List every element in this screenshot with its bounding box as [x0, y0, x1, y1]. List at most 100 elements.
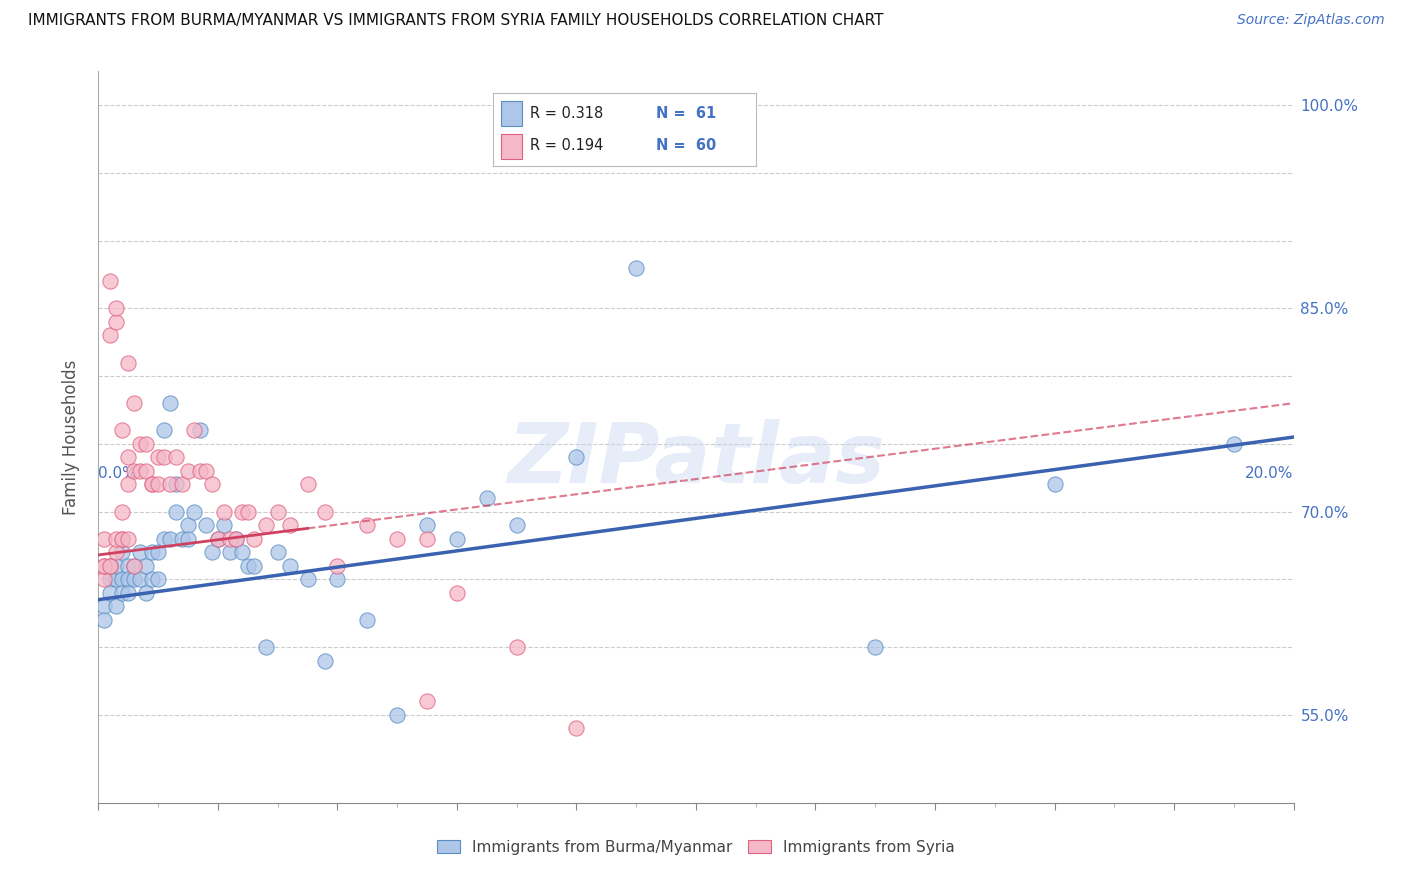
- Point: [446, 586, 468, 600]
- Point: [207, 532, 229, 546]
- Point: [141, 572, 163, 586]
- Point: [231, 545, 253, 559]
- Point: [135, 437, 157, 451]
- Text: Source: ZipAtlas.com: Source: ZipAtlas.com: [1237, 13, 1385, 28]
- Point: [135, 464, 157, 478]
- Point: [243, 532, 266, 546]
- Point: [111, 545, 134, 559]
- Point: [98, 558, 122, 573]
- Point: [111, 423, 134, 437]
- Point: [159, 532, 181, 546]
- Point: [565, 721, 588, 735]
- Point: [315, 505, 337, 519]
- Legend: Immigrants from Burma/Myanmar, Immigrants from Syria: Immigrants from Burma/Myanmar, Immigrant…: [432, 834, 960, 861]
- Point: [219, 545, 242, 559]
- Point: [153, 532, 176, 546]
- Point: [165, 477, 187, 491]
- Point: [159, 396, 181, 410]
- Point: [117, 586, 139, 600]
- Point: [297, 572, 319, 586]
- Point: [98, 328, 122, 343]
- Point: [124, 558, 146, 573]
- Point: [565, 450, 588, 465]
- Point: [148, 450, 170, 465]
- Point: [148, 572, 170, 586]
- Point: [105, 301, 128, 316]
- Point: [243, 558, 266, 573]
- Point: [219, 532, 242, 546]
- Point: [195, 464, 218, 478]
- Point: [98, 572, 122, 586]
- Point: [236, 558, 259, 573]
- Point: [177, 518, 200, 533]
- Point: [129, 572, 152, 586]
- Point: [212, 505, 235, 519]
- Point: [416, 532, 439, 546]
- Point: [385, 532, 409, 546]
- Point: [506, 518, 529, 533]
- Point: [135, 586, 157, 600]
- Point: [446, 532, 468, 546]
- Point: [148, 477, 170, 491]
- Point: [105, 599, 128, 614]
- Point: [129, 464, 152, 478]
- Point: [93, 599, 115, 614]
- Point: [207, 532, 229, 546]
- Point: [278, 518, 301, 533]
- Point: [111, 532, 134, 546]
- Y-axis label: Family Households: Family Households: [62, 359, 80, 515]
- Point: [129, 545, 152, 559]
- Point: [117, 572, 139, 586]
- Point: [297, 477, 319, 491]
- Point: [177, 532, 200, 546]
- Point: [1043, 477, 1066, 491]
- Point: [195, 518, 218, 533]
- Point: [148, 545, 170, 559]
- Point: [315, 654, 337, 668]
- Point: [475, 491, 498, 505]
- Point: [93, 572, 115, 586]
- Point: [141, 545, 163, 559]
- Point: [1223, 437, 1246, 451]
- Point: [188, 423, 211, 437]
- Point: [326, 572, 349, 586]
- Point: [254, 640, 277, 654]
- Text: IMMIGRANTS FROM BURMA/MYANMAR VS IMMIGRANTS FROM SYRIA FAMILY HOUSEHOLDS CORRELA: IMMIGRANTS FROM BURMA/MYANMAR VS IMMIGRA…: [28, 13, 883, 29]
- Point: [93, 558, 115, 573]
- Point: [111, 586, 134, 600]
- Point: [165, 505, 187, 519]
- Point: [117, 450, 139, 465]
- Point: [93, 613, 115, 627]
- Point: [172, 477, 194, 491]
- Point: [117, 477, 139, 491]
- Point: [159, 477, 181, 491]
- Point: [111, 532, 134, 546]
- Point: [416, 518, 439, 533]
- Point: [278, 558, 301, 573]
- Point: [124, 464, 146, 478]
- Point: [105, 558, 128, 573]
- Point: [98, 558, 122, 573]
- Point: [865, 640, 887, 654]
- Point: [267, 545, 290, 559]
- Point: [105, 545, 128, 559]
- Point: [141, 477, 163, 491]
- Point: [117, 532, 139, 546]
- Point: [153, 450, 176, 465]
- Point: [124, 396, 146, 410]
- Point: [225, 532, 247, 546]
- Point: [626, 260, 648, 275]
- Point: [93, 532, 115, 546]
- Point: [117, 355, 139, 369]
- Point: [165, 450, 187, 465]
- Point: [326, 558, 349, 573]
- Text: ZIPatlas: ZIPatlas: [508, 418, 884, 500]
- Point: [105, 532, 128, 546]
- Point: [141, 477, 163, 491]
- Point: [356, 518, 378, 533]
- Point: [225, 532, 247, 546]
- Point: [188, 464, 211, 478]
- Point: [129, 437, 152, 451]
- Point: [212, 518, 235, 533]
- Point: [111, 505, 134, 519]
